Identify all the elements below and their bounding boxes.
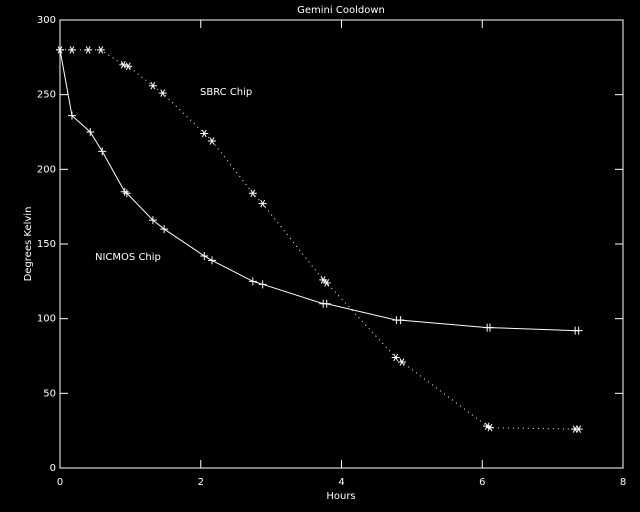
marker — [86, 128, 95, 136]
marker — [258, 280, 267, 289]
marker — [158, 89, 167, 97]
marker — [391, 353, 400, 362]
marker — [483, 422, 492, 430]
y-tick-label: 100 — [37, 314, 56, 325]
marker — [322, 299, 331, 308]
marker — [574, 326, 583, 335]
marker — [200, 251, 209, 260]
marker — [248, 277, 257, 286]
y-tick-label: 200 — [37, 164, 56, 175]
marker — [122, 189, 131, 198]
marker — [398, 358, 407, 366]
marker — [574, 425, 583, 433]
annotation: SBRC Chip — [200, 87, 252, 98]
marker — [96, 46, 105, 54]
marker — [67, 46, 76, 54]
y-axis-label: Degrees Kelvin — [23, 207, 34, 282]
marker — [67, 111, 76, 120]
marker — [208, 137, 217, 145]
y-tick-label: 250 — [37, 90, 56, 101]
plot-frame — [59, 19, 624, 469]
y-tick-label: 0 — [50, 463, 56, 474]
marker — [258, 199, 267, 208]
marker — [322, 279, 331, 287]
marker — [148, 216, 157, 225]
x-tick-label: 0 — [57, 477, 63, 488]
x-axis-label: Hours — [326, 491, 355, 502]
y-tick-label: 50 — [43, 388, 56, 399]
marker — [208, 256, 217, 265]
y-tick-label: 150 — [37, 239, 56, 250]
marker — [124, 62, 133, 71]
series-line — [60, 49, 579, 430]
marker — [248, 189, 257, 197]
marker — [120, 187, 129, 196]
marker — [485, 323, 494, 332]
annotation: NICMOS Chip — [95, 252, 161, 263]
x-tick-label: 4 — [338, 477, 344, 488]
marker — [84, 46, 93, 54]
x-tick-label: 8 — [620, 477, 626, 488]
marker — [160, 225, 169, 234]
x-tick-label: 6 — [479, 477, 485, 488]
marker — [148, 81, 157, 90]
marker — [319, 276, 328, 284]
chart-title: Gemini Cooldown — [297, 5, 385, 16]
marker — [56, 46, 64, 54]
marker — [485, 423, 494, 432]
marker — [396, 316, 405, 325]
x-tick-label: 2 — [198, 477, 204, 488]
marker — [200, 129, 209, 138]
marker — [119, 61, 128, 69]
marker — [98, 147, 107, 156]
y-tick-label: 300 — [37, 15, 56, 26]
series-line — [59, 49, 579, 332]
